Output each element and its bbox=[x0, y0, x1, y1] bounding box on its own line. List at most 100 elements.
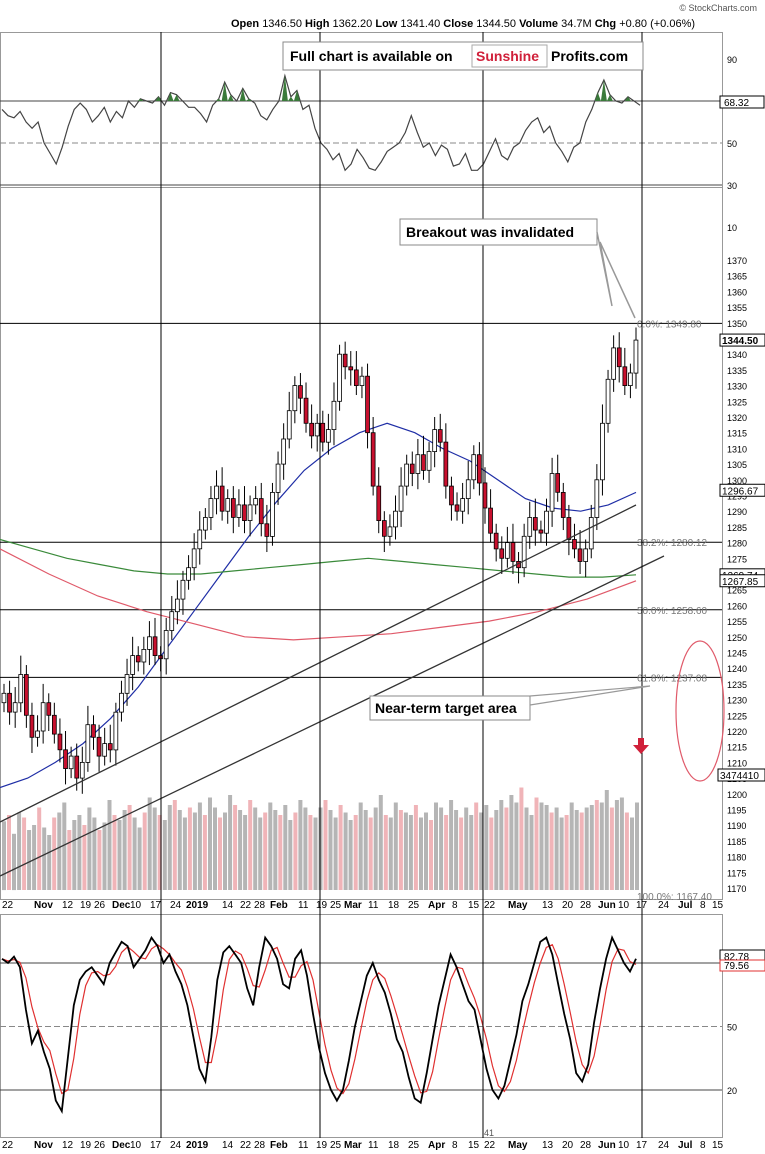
candle-body bbox=[342, 353, 348, 368]
candle-body bbox=[325, 429, 331, 443]
candle-body bbox=[633, 339, 639, 374]
x-axis-label: 15 bbox=[712, 900, 724, 911]
candle-body bbox=[533, 517, 538, 531]
price-value-label: 1267.85 bbox=[722, 577, 759, 588]
x-axis-label: Jul bbox=[678, 900, 693, 911]
price-tick-label: 1170 bbox=[727, 884, 746, 894]
candle-body bbox=[443, 441, 449, 487]
candle-body bbox=[460, 498, 466, 512]
price-panel-frame bbox=[0, 187, 723, 900]
candle-body bbox=[163, 630, 169, 660]
x-axis-label: 10 bbox=[618, 1140, 630, 1151]
price-tick-label: 1365 bbox=[727, 272, 747, 282]
candle-body bbox=[488, 507, 493, 534]
volume-bar bbox=[253, 807, 258, 890]
volume-bar bbox=[27, 830, 32, 890]
volume-bar bbox=[614, 800, 619, 890]
volume-bar bbox=[388, 817, 393, 890]
price-value-box bbox=[719, 574, 765, 588]
volume-bar bbox=[413, 805, 418, 890]
volume-bar bbox=[594, 800, 599, 890]
price-tick-label: 1335 bbox=[727, 366, 747, 376]
volume-bar bbox=[343, 812, 348, 890]
volume-bar bbox=[137, 827, 142, 890]
candle-body bbox=[393, 510, 398, 528]
panel-frames bbox=[0, 32, 723, 1138]
volume-bar bbox=[12, 833, 16, 891]
volume-bar bbox=[328, 810, 333, 890]
x-axis-label: Dec bbox=[112, 1140, 131, 1151]
candle-body bbox=[191, 548, 197, 569]
candle-body bbox=[79, 762, 85, 779]
volume-bar bbox=[378, 795, 383, 890]
candle-body bbox=[622, 366, 628, 386]
x-axis-label: 10 bbox=[618, 900, 630, 911]
price-tick-label: 1315 bbox=[727, 429, 747, 439]
price-tick-label: 1190 bbox=[727, 821, 746, 831]
volume-bar bbox=[469, 815, 474, 890]
volume-bar bbox=[338, 805, 343, 890]
x-axis-label: 20 bbox=[562, 900, 574, 911]
stoch-k-label: 82.78 bbox=[724, 952, 749, 963]
volume-bar bbox=[157, 815, 162, 890]
rsi-overbought-fill bbox=[167, 92, 174, 101]
x-axis-label: 11 bbox=[368, 900, 379, 911]
low-value: 1341.40 bbox=[400, 18, 440, 30]
volume-bar bbox=[268, 802, 273, 890]
price-tick-label: 1255 bbox=[727, 617, 747, 627]
volume-bar bbox=[97, 830, 102, 890]
volume-bar bbox=[293, 812, 298, 890]
x-axis-label: 22 bbox=[2, 900, 14, 911]
candle-body bbox=[253, 498, 258, 506]
volume-bar bbox=[72, 820, 77, 890]
x-axis-label: 19 bbox=[316, 900, 328, 911]
candle-body bbox=[130, 655, 135, 675]
volume-bar bbox=[208, 797, 212, 890]
rsi-overbought-fill bbox=[606, 94, 613, 101]
x-axis-label: 22 bbox=[240, 1140, 252, 1151]
candle-body bbox=[577, 548, 583, 562]
x-axis-label: Nov bbox=[34, 900, 53, 911]
volume-bar bbox=[424, 812, 428, 890]
volume-bar bbox=[107, 800, 112, 890]
price-tick-label: 1220 bbox=[727, 727, 747, 737]
candle-body bbox=[85, 724, 91, 763]
candle-body bbox=[454, 504, 460, 512]
volume-bar bbox=[147, 797, 152, 890]
candle-body bbox=[214, 485, 219, 500]
chg-value: +0.80 (+0.06%) bbox=[619, 18, 695, 30]
volume-bar bbox=[514, 802, 519, 890]
price-tick-label: 1325 bbox=[727, 397, 747, 407]
candle-body bbox=[219, 485, 225, 512]
candle-body bbox=[421, 454, 426, 471]
x-axis-label: Feb bbox=[270, 900, 288, 911]
candle-body bbox=[197, 529, 203, 550]
volume-bar bbox=[403, 812, 408, 890]
candle-body bbox=[600, 422, 605, 481]
stoch-d-label: 79.56 bbox=[724, 961, 749, 972]
candle-body bbox=[275, 463, 281, 493]
volume-bar bbox=[2, 821, 6, 891]
rsi-line bbox=[1, 73, 641, 172]
volume-bar bbox=[439, 807, 444, 890]
volume-bar bbox=[52, 817, 57, 890]
price-tick-label: 1200 bbox=[727, 790, 747, 800]
volume-bar bbox=[182, 817, 187, 890]
candle-body bbox=[258, 498, 264, 525]
candle-body bbox=[208, 498, 214, 518]
candle-body bbox=[359, 375, 365, 387]
volume-bar bbox=[373, 807, 378, 890]
volume-bar bbox=[464, 807, 469, 890]
volume-bar bbox=[238, 810, 243, 890]
candle-body bbox=[152, 636, 158, 656]
ohlc-header: Open 1346.50 High 1362.20 Low 1341.40 Cl… bbox=[231, 18, 695, 30]
volume-bar bbox=[117, 820, 122, 890]
lower-trend-line bbox=[0, 555, 665, 877]
x-axis-label: Jul bbox=[678, 1140, 693, 1151]
volume-bar bbox=[348, 820, 353, 890]
x-axis-label: 22 bbox=[240, 900, 252, 911]
rsi-overbought-fill bbox=[137, 98, 144, 101]
low-label: Low bbox=[375, 18, 397, 30]
rsi-tick-label: 50 bbox=[727, 139, 737, 149]
